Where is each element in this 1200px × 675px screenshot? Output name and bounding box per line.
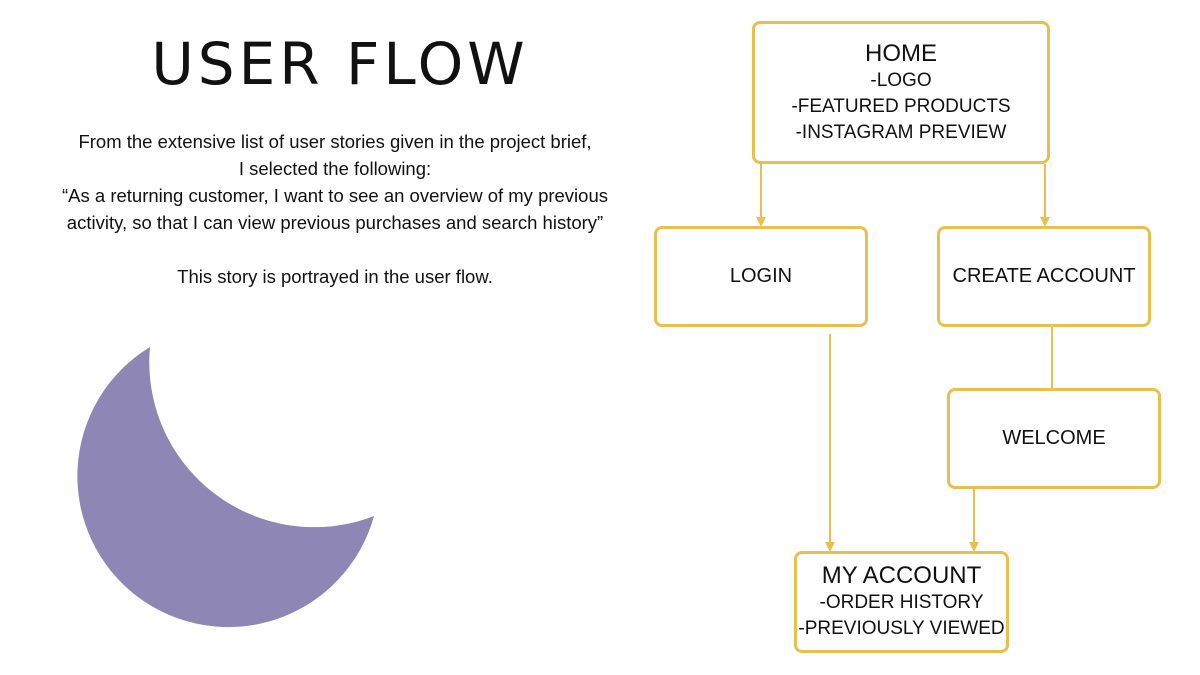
flow-node-my-account: MY ACCOUNT -ORDER HISTORY -PREVIOUSLY VI… [794, 551, 1009, 653]
page-title: USER FLOW [151, 30, 529, 98]
node-item: -FEATURED PRODUCTS [791, 95, 1011, 117]
intro-text: From the extensive list of user stories … [50, 128, 620, 290]
intro-quote-line: “As a returning customer, I want to see … [62, 185, 608, 206]
intro-quote-line: activity, so that I can view previous pu… [66, 212, 604, 233]
flow-node-login: LOGIN [654, 226, 868, 327]
node-item: -LOGO [870, 69, 932, 91]
node-title: CREATE ACCOUNT [952, 265, 1136, 287]
flow-node-home: HOME -LOGO -FEATURED PRODUCTS -INSTAGRAM… [752, 21, 1050, 164]
intro-line: I selected the following: [238, 158, 432, 179]
intro-summary: This story is portrayed in the user flow… [177, 266, 493, 287]
node-title: HOME [865, 39, 937, 67]
node-title: WELCOME [1002, 427, 1106, 449]
node-item: -ORDER HISTORY [819, 592, 984, 613]
crescent-moon-icon [77, 347, 374, 628]
node-item: -PREVIOUSLY VIEWED [798, 618, 1005, 639]
flow-node-welcome: WELCOME [947, 388, 1161, 489]
node-item: -INSTAGRAM PREVIEW [795, 121, 1007, 143]
intro-line: From the extensive list of user stories … [78, 131, 592, 152]
crescent-moon-shape [77, 347, 374, 628]
node-title: LOGIN [729, 265, 793, 287]
flow-node-create-account: CREATE ACCOUNT [937, 226, 1151, 327]
node-title: MY ACCOUNT [821, 562, 982, 589]
